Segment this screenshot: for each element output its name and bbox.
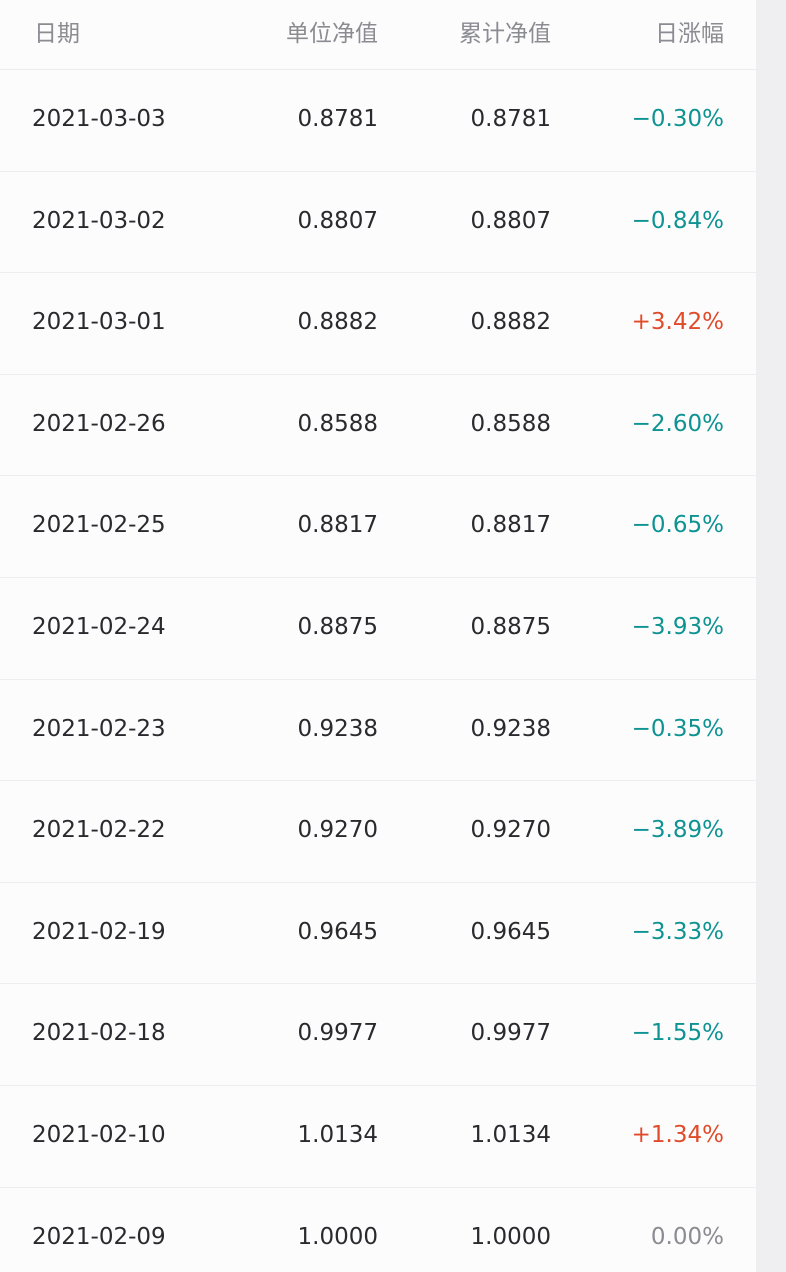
row-cumulative-nav: 1.0134 <box>470 1121 551 1148</box>
row-unit-nav: 0.8875 <box>297 613 378 640</box>
row-cumulative-nav: 0.8817 <box>470 512 551 539</box>
row-daily-change: −0.84% <box>631 207 724 234</box>
row-cumulative-nav: 1.0000 <box>470 1223 551 1250</box>
row-unit-nav: 0.8882 <box>297 309 378 336</box>
row-cumulative-nav: 0.8781 <box>470 106 551 132</box>
nav-history-table: 日期 单位净值 累计净值 日涨幅 2021-03-03 0.8781 0.8781 −… <box>0 0 756 1272</box>
row-unit-nav: 1.0000 <box>297 1223 378 1250</box>
row-date: 2021-02-19 <box>32 918 166 945</box>
header-daily-change[interactable]: 日涨幅 <box>655 21 724 47</box>
row-cumulative-nav: 0.9977 <box>470 1020 551 1047</box>
table-row[interactable]: 2021-02-18 0.9977 0.9977 −1.55% <box>0 984 756 1086</box>
row-unit-nav: 0.8807 <box>297 207 378 234</box>
table-body: 2021-03-03 0.8781 0.8781 −0.30% 2021-03-02 0.… <box>0 70 756 1272</box>
row-cumulative-nav: 0.8875 <box>470 613 551 640</box>
row-cumulative-nav: 0.9270 <box>470 817 551 844</box>
row-daily-change: −3.33% <box>631 918 724 945</box>
table-row[interactable]: 2021-03-03 0.8781 0.8781 −0.30% <box>0 70 756 172</box>
table-row[interactable]: 2021-02-09 1.0000 1.0000 0.00% <box>0 1188 756 1272</box>
scrollbar-track[interactable] <box>756 0 786 1272</box>
row-date: 2021-02-09 <box>32 1223 166 1250</box>
row-date: 2021-03-03 <box>32 106 166 132</box>
header-date[interactable]: 日期 <box>34 21 80 47</box>
row-daily-change: −3.89% <box>631 817 724 844</box>
row-date: 2021-02-22 <box>32 817 166 844</box>
header-cumulative-nav[interactable]: 累计净值 <box>459 21 551 47</box>
header-unit-nav[interactable]: 单位净值 <box>286 21 378 47</box>
row-date: 2021-02-18 <box>32 1020 166 1047</box>
row-daily-change: −0.35% <box>631 715 724 742</box>
row-daily-change: −0.65% <box>631 512 724 539</box>
table-row[interactable]: 2021-02-26 0.8588 0.8588 −2.60% <box>0 375 756 477</box>
table-row[interactable]: 2021-03-01 0.8882 0.8882 +3.42% <box>0 273 756 375</box>
row-unit-nav: 0.8588 <box>297 410 378 437</box>
table-header: 日期 单位净值 累计净值 日涨幅 <box>0 0 756 70</box>
row-cumulative-nav: 0.9645 <box>470 918 551 945</box>
table-row[interactable]: 2021-02-23 0.9238 0.9238 −0.35% <box>0 680 756 782</box>
row-cumulative-nav: 0.8882 <box>470 309 551 336</box>
row-unit-nav: 0.9270 <box>297 817 378 844</box>
row-unit-nav: 0.8817 <box>297 512 378 539</box>
row-cumulative-nav: 0.8807 <box>470 207 551 234</box>
table-row[interactable]: 2021-02-19 0.9645 0.9645 −3.33% <box>0 883 756 985</box>
table-row[interactable]: 2021-02-25 0.8817 0.8817 −0.65% <box>0 476 756 578</box>
table-row[interactable]: 2021-02-22 0.9270 0.9270 −3.89% <box>0 781 756 883</box>
row-daily-change: −0.30% <box>631 106 724 132</box>
row-unit-nav: 1.0134 <box>297 1121 378 1148</box>
row-date: 2021-03-01 <box>32 309 166 336</box>
row-unit-nav: 0.9238 <box>297 715 378 742</box>
row-daily-change: +3.42% <box>631 309 724 336</box>
row-daily-change: −1.55% <box>631 1020 724 1047</box>
table-row[interactable]: 2021-02-24 0.8875 0.8875 −3.93% <box>0 578 756 680</box>
row-daily-change: +1.34% <box>631 1121 724 1148</box>
row-daily-change: 0.00% <box>650 1223 724 1250</box>
row-cumulative-nav: 0.9238 <box>470 715 551 742</box>
row-unit-nav: 0.9977 <box>297 1020 378 1047</box>
row-date: 2021-03-02 <box>32 207 166 234</box>
row-date: 2021-02-25 <box>32 512 166 539</box>
row-cumulative-nav: 0.8588 <box>470 410 551 437</box>
row-date: 2021-02-10 <box>32 1121 166 1148</box>
table-row[interactable]: 2021-03-02 0.8807 0.8807 −0.84% <box>0 172 756 274</box>
row-date: 2021-02-24 <box>32 613 166 640</box>
table-row[interactable]: 2021-02-10 1.0134 1.0134 +1.34% <box>0 1086 756 1188</box>
row-date: 2021-02-26 <box>32 410 166 437</box>
row-daily-change: −3.93% <box>631 613 724 640</box>
row-unit-nav: 0.9645 <box>297 918 378 945</box>
row-daily-change: −2.60% <box>631 410 724 437</box>
row-date: 2021-02-23 <box>32 715 166 742</box>
row-unit-nav: 0.8781 <box>297 106 378 132</box>
